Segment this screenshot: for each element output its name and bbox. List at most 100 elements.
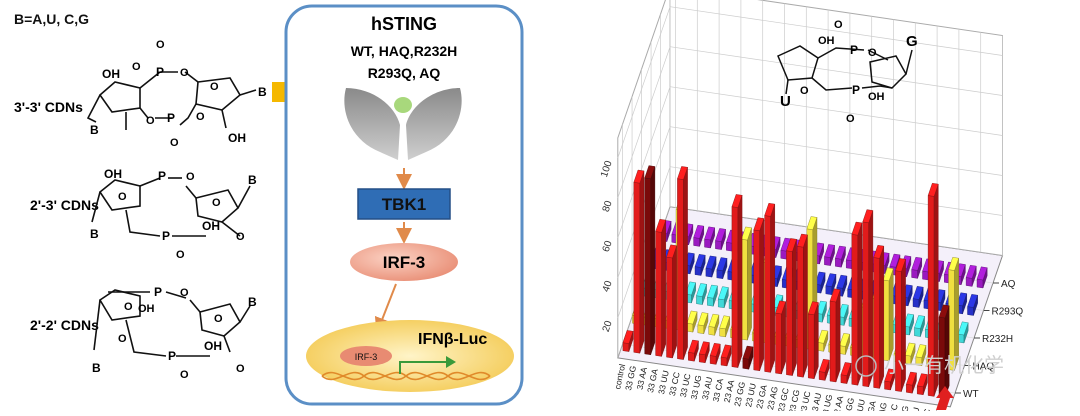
atom-label: P xyxy=(167,111,175,125)
chart-gridline xyxy=(669,86,1003,136)
series-label: R232H xyxy=(982,334,1013,345)
tbk1-label: TBK1 xyxy=(382,195,426,214)
atom-label: P xyxy=(850,43,858,57)
gene-arrow-icon xyxy=(399,361,448,374)
bar-R293Q-22-AG xyxy=(912,286,924,308)
bar-WT-23-GG xyxy=(742,345,754,370)
bar-WT-23-GA xyxy=(764,202,776,373)
bar-WT-33-GA xyxy=(655,218,667,357)
pathway-title: hSTING xyxy=(371,14,437,34)
bar-WT-23-CG xyxy=(797,233,808,378)
bar-WT-22-UU xyxy=(862,209,874,388)
bar-WT-23-UC xyxy=(807,301,819,380)
chart-gridline xyxy=(669,46,1003,96)
bar-HAQ-23-AA xyxy=(741,226,752,341)
atom-label: P xyxy=(162,229,170,243)
category-label: 33 UU xyxy=(656,369,671,395)
bar-R293Q-33-CC xyxy=(705,255,717,278)
bar-HAQ-33-AU xyxy=(719,315,731,338)
atom-label: OH xyxy=(104,167,122,181)
series-label: R293Q xyxy=(992,307,1024,318)
pathway-variants-line1: WT, HAQ,R232H xyxy=(351,43,458,59)
bar-WT-22-AC xyxy=(938,304,950,399)
bar-R293Q-33-UU xyxy=(694,254,706,276)
atom-label: OH xyxy=(138,303,155,315)
category-label: 22 UG xyxy=(896,405,911,411)
chart-gridline xyxy=(617,46,671,199)
chart-gridline xyxy=(617,6,671,159)
bar-AQ-22-UC xyxy=(965,264,977,287)
atom-label: O xyxy=(846,113,855,125)
pathway-variants-line2: R293Q, AQ xyxy=(368,65,441,81)
base-legend: B=A,U, C,G xyxy=(14,11,89,27)
irf3-ellipse xyxy=(350,243,458,281)
atom-label: O xyxy=(180,67,189,79)
bar-WT-23-AU xyxy=(818,358,830,381)
irf3-label: IRF-3 xyxy=(383,253,426,272)
structure-2-2: 2'-2' CDNs P O B O OH O B O OH O P O xyxy=(30,285,257,381)
chart-gridline xyxy=(617,86,671,239)
atom-label: G xyxy=(906,33,918,50)
atom-label: OH xyxy=(868,91,885,103)
bar-R293Q-23-CG xyxy=(825,273,837,295)
nucleus-irf3-label: IRF-3 xyxy=(355,352,378,362)
atom-label: O xyxy=(236,231,245,243)
bar-WT-33-UG xyxy=(698,341,710,364)
atom-label: B xyxy=(248,173,257,187)
bar-R232H-22-AC xyxy=(957,321,969,344)
atom-label: O xyxy=(132,61,141,73)
bar-R232H-33-CC xyxy=(696,283,707,305)
bar-HAQ-23-UC xyxy=(817,329,829,352)
atom-label: P xyxy=(168,349,176,363)
bar-WT-33-CC xyxy=(677,166,688,360)
z-tick-label: 20 xyxy=(601,319,615,333)
dna-helix-icon xyxy=(321,371,491,381)
atom-label: O xyxy=(210,81,219,93)
bar-WT-33-GG xyxy=(633,169,645,354)
bar-WT-23-AG xyxy=(775,300,786,375)
bar-HAQ-22-AC xyxy=(948,257,959,371)
bar-WT-22-GC xyxy=(895,258,906,392)
series-label: AQ xyxy=(1001,279,1016,290)
bar-HAQ-33-UC xyxy=(697,312,709,334)
bar-WT-33-AA xyxy=(644,165,656,356)
category-label: 23 UU xyxy=(743,382,758,408)
category-label: 23 AG xyxy=(765,385,780,410)
atom-label: O xyxy=(196,111,205,123)
bar-WT-22-AG xyxy=(884,368,895,391)
atom-label: O xyxy=(118,191,127,203)
category-label: 33 AU xyxy=(700,376,715,401)
category-label: 23 GC xyxy=(776,387,791,411)
atom-label: OH xyxy=(228,131,246,145)
atom-label: OH xyxy=(204,339,222,353)
series-label: HAQ xyxy=(973,362,995,373)
atom-label: O xyxy=(834,19,843,31)
bar-HAQ-23-UG xyxy=(839,333,850,355)
bar-HAQ-22-UG xyxy=(915,344,927,366)
atom-label: O xyxy=(186,171,195,183)
atom-label: O xyxy=(146,115,155,127)
atom-label: O xyxy=(118,333,127,345)
bar-AQ-33-UU xyxy=(704,226,715,249)
z-tick-label: 40 xyxy=(601,279,615,293)
category-label: 23 UC xyxy=(798,390,813,411)
z-tick-label: 100 xyxy=(599,159,615,179)
bar-AQ-33-CC xyxy=(715,228,726,250)
bar-R293Q-33-UC xyxy=(716,257,728,279)
chart-gridline xyxy=(669,166,1003,216)
chart-gridline xyxy=(669,126,1003,176)
atom-label: B xyxy=(258,85,267,99)
bar-HAQ-33-UG xyxy=(708,313,720,336)
bar-R293Q-22-AC xyxy=(967,294,978,316)
atom-label: P xyxy=(156,65,164,79)
bar-AQ-23-CG xyxy=(835,245,846,268)
structure-label: 3'-3' CDNs xyxy=(14,99,83,115)
sting-protein-icon xyxy=(344,88,462,160)
category-label: 23 CG xyxy=(787,389,802,411)
bar-WT-23-GC xyxy=(786,238,797,376)
atom-label: O xyxy=(212,197,221,209)
bar-AQ-22-GA xyxy=(911,256,923,279)
bar-AQ-23-GC xyxy=(824,244,835,266)
